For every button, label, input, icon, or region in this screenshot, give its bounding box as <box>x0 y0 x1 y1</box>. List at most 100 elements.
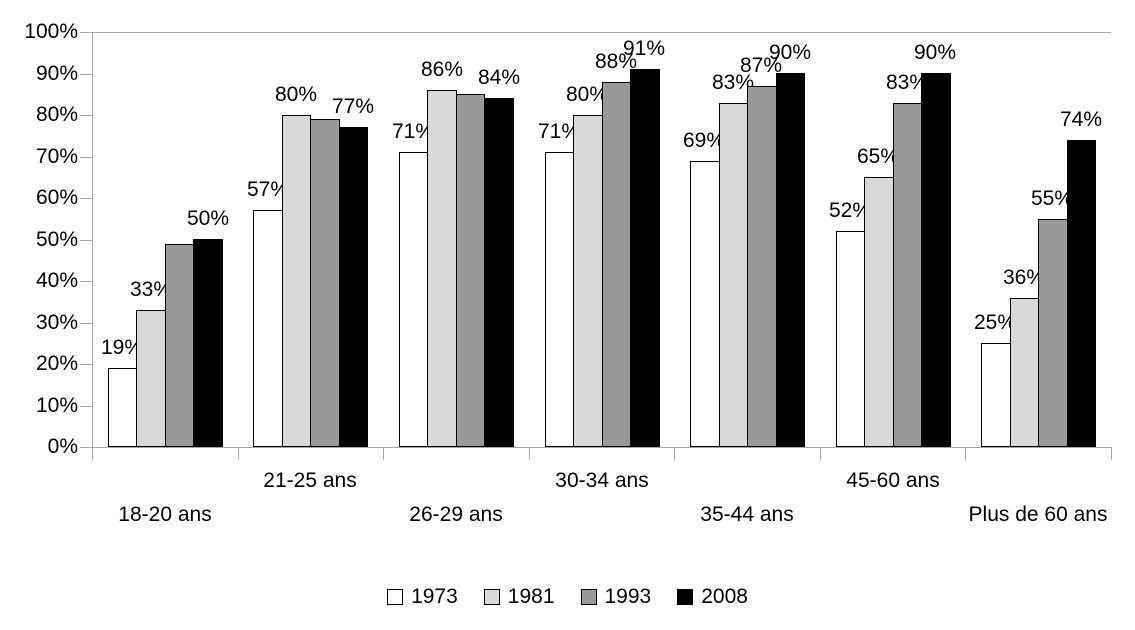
bar-2008-45-60 ans <box>921 73 951 447</box>
legend-swatch-icon <box>580 589 597 605</box>
x-axis-tick <box>820 447 821 460</box>
x-axis-tick <box>965 447 966 460</box>
bar-label: 19% <box>100 336 144 359</box>
y-axis-tick <box>80 74 92 75</box>
y-axis-tick-label: 90% <box>35 62 78 85</box>
legend: 1973 1981 1993 2008 <box>0 585 1135 609</box>
x-axis-category-label: 35-44 ans <box>700 503 794 526</box>
bar-2008-18-20 ans <box>193 239 223 447</box>
y-axis-tick <box>80 281 92 282</box>
y-axis-tick-label: 30% <box>35 311 78 334</box>
bar-label: 71% <box>537 120 581 143</box>
bar-1973-21-25 ans <box>253 210 283 447</box>
bar-1981-21-25 ans <box>282 115 311 447</box>
legend-entry-1981: 1981 <box>483 585 555 609</box>
bar-label: 55% <box>1030 187 1074 210</box>
y-axis-line <box>92 32 93 448</box>
bar-label: 74% <box>1059 108 1103 131</box>
x-axis-category-label: 45-60 ans <box>846 469 940 492</box>
bar-label: 52% <box>828 199 872 222</box>
legend-swatch-icon <box>483 589 500 605</box>
bar-1993-21-25 ans <box>310 119 340 447</box>
x-axis-tick <box>383 447 384 460</box>
x-axis-tick <box>1111 447 1112 460</box>
x-axis-category-label: 26-29 ans <box>409 503 503 526</box>
y-axis-tick <box>80 32 92 33</box>
y-axis-tick-label: 70% <box>35 145 78 168</box>
x-axis-tick <box>238 447 239 460</box>
bar-label: 69% <box>682 129 726 152</box>
bar-label: 50% <box>186 207 230 230</box>
bar-1981-26-29 ans <box>427 90 457 447</box>
bar-label: 83% <box>711 71 755 94</box>
y-axis-tick <box>80 447 92 448</box>
bar-label: 33% <box>129 278 173 301</box>
y-axis-tick-label: 0% <box>47 435 78 458</box>
bar-1981-45-60 ans <box>864 177 894 447</box>
bar-label: 77% <box>331 95 375 118</box>
bar-1973-30-34 ans <box>545 152 574 447</box>
legend-swatch-icon <box>677 589 694 605</box>
bar-label: 87% <box>739 54 783 77</box>
bar-1981-30-34 ans <box>573 115 603 447</box>
top-gridline <box>92 32 1111 33</box>
bar-1993-18-20 ans <box>165 244 194 447</box>
x-axis-category-label: 18-20 ans <box>118 503 212 526</box>
y-axis-tick-label: 10% <box>35 394 78 417</box>
y-axis-tick <box>80 115 92 116</box>
bar-1981-Plus de 60 ans <box>1010 298 1039 447</box>
x-axis-category-label: Plus de 60 ans <box>968 503 1108 526</box>
bar-1993-30-34 ans <box>602 82 631 447</box>
bar-1981-35-44 ans <box>719 103 748 447</box>
bar-2008-35-44 ans <box>776 73 805 447</box>
y-axis-tick <box>80 240 92 241</box>
y-axis-tick <box>80 157 92 158</box>
bar-label: 90% <box>913 41 957 64</box>
legend-swatch-icon <box>387 589 404 605</box>
bar-label: 86% <box>420 58 464 81</box>
bar-2008-21-25 ans <box>339 127 368 447</box>
x-axis-line <box>92 447 1111 448</box>
bar-1973-26-29 ans <box>399 152 428 447</box>
bar-label: 83% <box>885 71 929 94</box>
bar-1993-Plus de 60 ans <box>1038 219 1068 447</box>
x-axis-tick <box>674 447 675 460</box>
bar-2008-30-34 ans <box>630 69 660 447</box>
bar-label: 80% <box>274 83 318 106</box>
bar-label: 65% <box>856 145 900 168</box>
legend-entry-1993: 1993 <box>580 585 652 609</box>
bar-1993-26-29 ans <box>456 94 485 447</box>
x-axis-tick <box>529 447 530 460</box>
y-axis-tick-label: 50% <box>35 228 78 251</box>
legend-entry-2008: 2008 <box>677 585 748 609</box>
bar-1993-45-60 ans <box>893 103 922 447</box>
legend-label: 2008 <box>701 585 748 608</box>
y-axis-tick-label: 100% <box>24 20 78 43</box>
y-axis-tick <box>80 323 92 324</box>
y-axis-tick <box>80 364 92 365</box>
bar-label: 36% <box>1002 266 1046 289</box>
bar-1973-18-20 ans <box>108 368 137 447</box>
bar-label: 90% <box>768 41 812 64</box>
bar-1973-Plus de 60 ans <box>981 343 1011 447</box>
bar-1981-18-20 ans <box>136 310 166 447</box>
bar-1993-35-44 ans <box>747 86 777 447</box>
x-axis-tick <box>92 447 93 460</box>
bar-2008-Plus de 60 ans <box>1067 140 1096 447</box>
bar-label: 57% <box>246 178 290 201</box>
legend-label: 1973 <box>411 585 458 608</box>
x-axis-category-label: 30-34 ans <box>555 469 649 492</box>
y-axis-tick <box>80 406 92 407</box>
bar-2008-26-29 ans <box>484 98 514 447</box>
bar-1973-35-44 ans <box>690 161 720 447</box>
y-axis-tick-label: 60% <box>35 186 78 209</box>
legend-label: 1993 <box>604 585 652 608</box>
legend-label: 1981 <box>507 585 555 608</box>
bar-label: 80% <box>565 83 609 106</box>
bar-label: 71% <box>391 120 435 143</box>
y-axis-tick-label: 80% <box>35 103 78 126</box>
bar-label: 25% <box>973 311 1017 334</box>
bar-label: 88% <box>594 50 638 73</box>
bar-1973-45-60 ans <box>836 231 865 447</box>
